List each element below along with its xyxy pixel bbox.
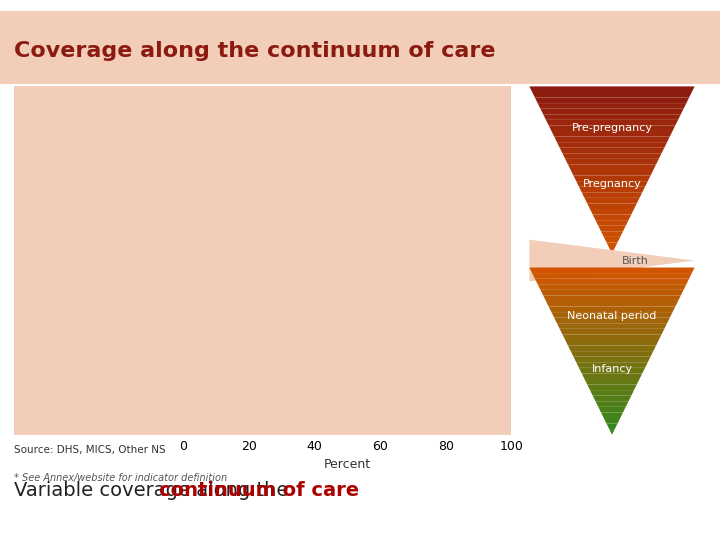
Polygon shape <box>549 125 675 131</box>
Text: Neonatal period: Neonatal period <box>567 311 657 321</box>
Polygon shape <box>604 418 620 423</box>
Polygon shape <box>529 267 695 273</box>
Polygon shape <box>562 153 662 159</box>
Polygon shape <box>595 220 629 226</box>
Polygon shape <box>576 362 648 368</box>
Polygon shape <box>554 318 670 323</box>
Polygon shape <box>568 346 656 351</box>
Polygon shape <box>606 242 618 248</box>
Polygon shape <box>579 187 645 192</box>
Text: Pregnancy: Pregnancy <box>582 179 642 189</box>
Polygon shape <box>588 204 636 209</box>
Polygon shape <box>571 170 653 176</box>
Polygon shape <box>559 329 665 334</box>
Text: 3: 3 <box>198 339 207 353</box>
Polygon shape <box>546 301 678 307</box>
Text: Birth: Birth <box>622 255 649 266</box>
Polygon shape <box>532 92 692 98</box>
Polygon shape <box>582 373 642 379</box>
Text: 23: 23 <box>264 225 282 239</box>
Polygon shape <box>571 351 653 357</box>
Polygon shape <box>565 340 659 346</box>
Bar <box>184 330 194 362</box>
Polygon shape <box>557 323 667 329</box>
Text: Infancy: Infancy <box>591 363 633 374</box>
Polygon shape <box>590 209 634 214</box>
Text: Variable coverage along the: Variable coverage along the <box>14 481 295 500</box>
Polygon shape <box>568 164 656 170</box>
Text: 23: 23 <box>264 168 282 182</box>
Polygon shape <box>554 137 670 142</box>
Polygon shape <box>538 103 686 109</box>
Polygon shape <box>535 279 689 284</box>
Polygon shape <box>609 429 615 435</box>
Bar <box>184 388 334 419</box>
Polygon shape <box>538 284 686 290</box>
Polygon shape <box>579 368 645 373</box>
Polygon shape <box>598 226 626 231</box>
Text: continuum of care: continuum of care <box>158 481 359 500</box>
Polygon shape <box>598 407 626 413</box>
Polygon shape <box>559 148 665 153</box>
Bar <box>184 102 210 133</box>
Polygon shape <box>529 240 695 281</box>
Polygon shape <box>543 295 681 301</box>
Polygon shape <box>593 396 631 401</box>
Polygon shape <box>573 176 651 181</box>
Polygon shape <box>565 159 659 164</box>
Polygon shape <box>557 142 667 148</box>
Polygon shape <box>590 390 634 396</box>
Polygon shape <box>532 273 692 279</box>
Polygon shape <box>606 423 618 429</box>
Polygon shape <box>529 86 695 92</box>
Polygon shape <box>604 237 620 242</box>
Polygon shape <box>609 248 615 254</box>
Polygon shape <box>601 413 623 418</box>
Polygon shape <box>573 357 651 362</box>
Polygon shape <box>552 131 672 137</box>
Polygon shape <box>543 114 681 120</box>
Text: Pre-pregnancy: Pre-pregnancy <box>572 123 652 133</box>
Polygon shape <box>562 334 662 340</box>
Text: Coverage along the continuum of care: Coverage along the continuum of care <box>14 41 496 61</box>
Text: * See Annex/website for indicator definition: * See Annex/website for indicator defini… <box>14 472 228 483</box>
Polygon shape <box>541 109 683 114</box>
Polygon shape <box>595 401 629 407</box>
Polygon shape <box>549 307 675 312</box>
Text: 8: 8 <box>215 111 224 125</box>
Polygon shape <box>593 214 631 220</box>
Polygon shape <box>582 192 642 198</box>
Bar <box>184 159 259 191</box>
Text: 46: 46 <box>339 396 357 410</box>
Polygon shape <box>585 379 639 384</box>
Polygon shape <box>552 312 672 318</box>
Polygon shape <box>546 120 678 125</box>
X-axis label: Percent: Percent <box>324 458 371 471</box>
Polygon shape <box>541 290 683 295</box>
Polygon shape <box>535 98 689 103</box>
Polygon shape <box>576 181 648 187</box>
Polygon shape <box>588 384 636 390</box>
Bar <box>184 217 259 248</box>
Polygon shape <box>601 231 623 237</box>
Polygon shape <box>585 198 639 204</box>
Text: Source: DHS, MICS, Other NS: Source: DHS, MICS, Other NS <box>14 446 166 456</box>
